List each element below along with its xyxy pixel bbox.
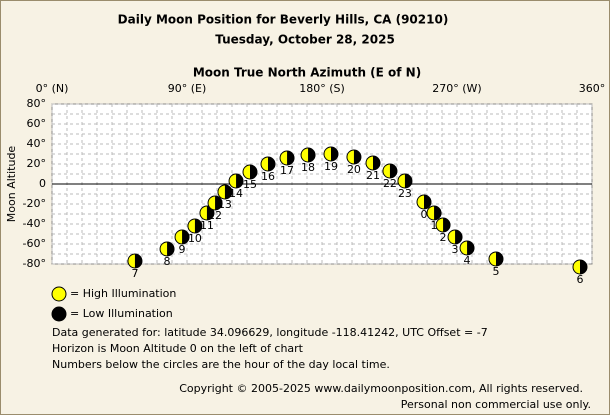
chart-title: Daily Moon Position for Beverly Hills, C…	[118, 13, 449, 27]
moon-half	[424, 195, 431, 209]
moon-half	[308, 148, 316, 162]
moon-marker	[323, 146, 339, 162]
moon-marker	[416, 194, 432, 210]
legend-label: = Low Illumination	[70, 307, 173, 320]
moon-half	[580, 260, 587, 274]
moon-half	[224, 185, 232, 199]
hour-label: 17	[280, 164, 294, 177]
moon-marker	[159, 241, 175, 257]
legend-marker	[51, 286, 67, 302]
moon-marker	[447, 229, 463, 245]
hour-label: 10	[188, 232, 202, 245]
moon-marker	[346, 149, 362, 165]
moon-half	[353, 150, 361, 164]
hour-label: 3	[452, 243, 459, 256]
moon-half	[455, 230, 463, 244]
moon-marker	[127, 253, 143, 269]
moon-marker	[207, 195, 223, 211]
moon-marker	[459, 240, 475, 256]
hour-label: 7	[131, 267, 138, 280]
moon-half	[404, 174, 412, 188]
hour-label: 14	[229, 187, 243, 200]
hour-label: 0	[421, 208, 428, 221]
moon-marker	[435, 217, 451, 233]
hour-label: 19	[324, 160, 338, 173]
hour-label: 2	[440, 231, 447, 244]
y-tick-label: 0	[39, 177, 46, 190]
moon-half	[268, 157, 275, 171]
hour-label: 21	[366, 169, 380, 182]
moon-half	[373, 156, 380, 170]
hour-label: 16	[261, 170, 275, 183]
moon-half	[134, 254, 142, 268]
hour-label: 13	[218, 198, 232, 211]
note: Horizon is Moon Altitude 0 on the left o…	[52, 342, 304, 355]
note: Data generated for: latitude 34.096629, …	[52, 326, 488, 339]
moon-marker	[300, 147, 316, 163]
hour-label: 11	[200, 219, 214, 232]
y-tick-label: -80°	[23, 257, 46, 270]
x-tick-label: 180° (S)	[299, 82, 345, 95]
hour-label: 15	[243, 178, 257, 191]
moon-half	[167, 242, 175, 256]
x-tick-label: 270° (W)	[432, 82, 481, 95]
hour-label: 23	[398, 187, 412, 200]
moon-marker	[228, 173, 244, 189]
moon-marker	[174, 229, 190, 245]
moon-marker	[426, 205, 442, 221]
hour-label: 6	[577, 273, 584, 286]
moon-marker	[242, 164, 258, 180]
hour-label: 4	[464, 254, 471, 267]
moon-half	[287, 151, 295, 165]
legend-label: = High Illumination	[70, 287, 176, 300]
hour-label: 8	[164, 255, 171, 268]
moon-half	[443, 218, 451, 232]
moon-half	[496, 252, 503, 266]
hour-label: 20	[347, 163, 361, 176]
y-tick-label: -20°	[23, 197, 46, 210]
y-tick-label: -60°	[23, 237, 46, 250]
moon-marker	[572, 259, 588, 275]
hour-label: 1	[431, 219, 438, 232]
x-tick-label: 0° (N)	[36, 82, 69, 95]
y-tick-label: 60°	[27, 117, 47, 130]
y-tick-label: 20°	[27, 157, 47, 170]
hour-label: 18	[301, 161, 315, 174]
x-tick-label: 360°	[579, 82, 606, 95]
moon-marker	[217, 184, 233, 200]
moon-half	[389, 164, 397, 178]
moon-half	[236, 174, 244, 188]
moon-half	[331, 147, 338, 161]
moon-marker	[365, 155, 381, 171]
moon-marker	[397, 173, 413, 189]
moon-half	[215, 196, 223, 210]
hour-label: 22	[383, 177, 397, 190]
moon-half	[467, 241, 475, 255]
moon-half	[250, 165, 257, 179]
copyright: Copyright © 2005-2025 www.dailymoonposit…	[179, 382, 583, 395]
hour-label: 9	[179, 243, 186, 256]
moon-marker	[488, 251, 504, 267]
y-tick-label: 40°	[27, 137, 47, 150]
moon-marker	[260, 156, 276, 172]
hour-label: 12	[208, 209, 222, 222]
moon-marker	[199, 205, 215, 221]
copyright: Personal non commercial use only.	[401, 398, 591, 411]
moon-marker	[382, 163, 398, 179]
moon-marker	[279, 150, 295, 166]
moon-half	[182, 230, 190, 244]
chart-subtitle: Tuesday, October 28, 2025	[215, 33, 395, 47]
x-tick-label: 90° (E)	[168, 82, 207, 95]
moon-half	[434, 206, 442, 220]
hour-label: 5	[493, 265, 500, 278]
y-tick-label: -40°	[23, 217, 46, 230]
note: Numbers below the circles are the hour o…	[52, 358, 390, 371]
y-axis-title: Moon Altitude	[5, 146, 18, 223]
y-tick-label: 80°	[27, 97, 47, 110]
x-axis-title: Moon True North Azimuth (E of N)	[193, 66, 421, 80]
legend-marker	[51, 306, 67, 322]
moon-marker	[187, 218, 203, 234]
moon-half	[194, 219, 202, 233]
